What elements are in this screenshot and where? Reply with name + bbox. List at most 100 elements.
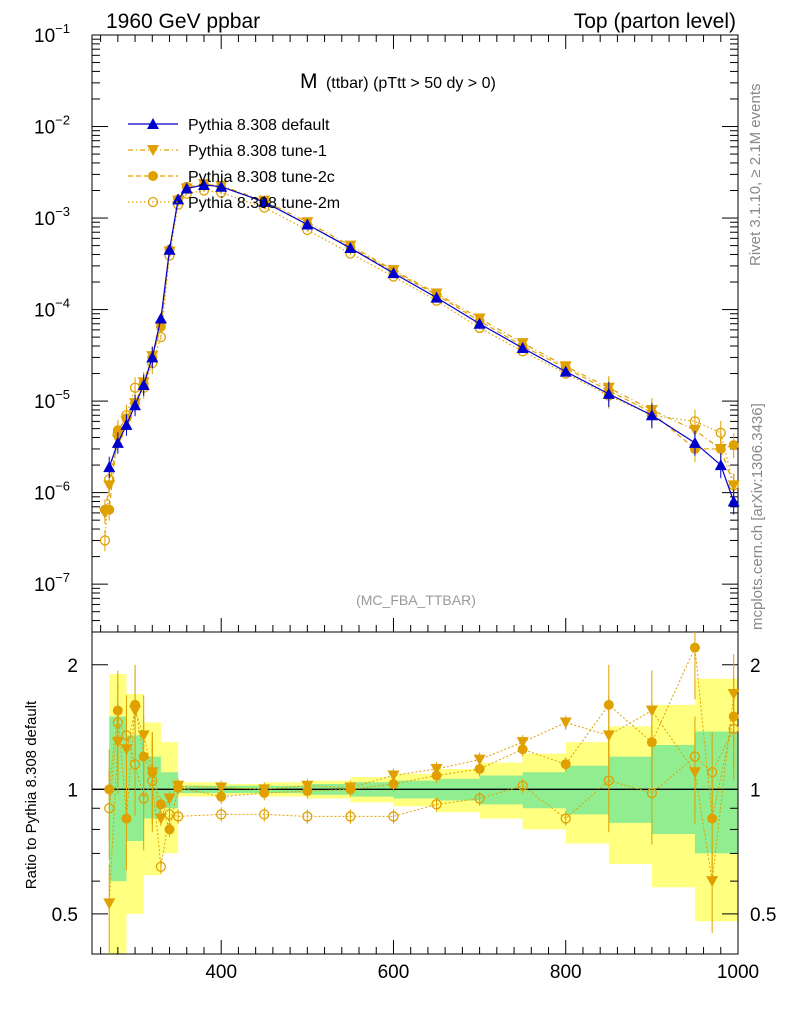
data-point <box>147 145 159 156</box>
data-point <box>387 770 400 782</box>
ratio-band-inner <box>109 716 738 882</box>
data-point <box>474 793 485 804</box>
y-tick-exponent: −4 <box>55 296 70 311</box>
data-point <box>388 779 399 790</box>
y-tick-label: 10−5 <box>34 387 70 413</box>
data-point <box>301 218 314 230</box>
legend-entry: Pythia 8.308 tune-2m <box>128 195 340 212</box>
data-point <box>138 793 149 804</box>
data-point <box>111 436 124 448</box>
legend-entry: Pythia 8.308 default <box>128 117 330 134</box>
y-tick-base: 10 <box>34 484 55 505</box>
x-tick-label: 600 <box>378 962 410 983</box>
x-tick-label: 400 <box>205 962 237 983</box>
data-point <box>104 504 115 515</box>
data-point <box>689 416 701 427</box>
ratio-series-layer <box>103 632 740 954</box>
x-tick-label: 1000 <box>717 962 759 983</box>
data-point <box>173 782 184 793</box>
data-point <box>104 803 115 814</box>
data-point <box>258 195 271 207</box>
y-tick-label: 10−2 <box>34 113 70 139</box>
ratio-line <box>108 693 735 904</box>
data-point <box>388 811 399 822</box>
series-pythia-8-308-default <box>103 178 740 515</box>
data-point <box>146 351 159 363</box>
ratio-y-tick-label-left: 2 <box>67 656 78 677</box>
data-point <box>560 813 571 824</box>
data-point <box>172 811 184 822</box>
source-label: mcplots.cern.ch [arXiv:1306.3436] <box>749 403 766 630</box>
data-point <box>431 799 442 810</box>
plot-title-sub: (ttbar) (pTtt > 50 dy > 0) <box>326 75 496 92</box>
y-tick-exponent: −7 <box>55 570 70 585</box>
data-point <box>120 418 133 430</box>
header-process: Top (parton level) <box>574 10 736 33</box>
data-point <box>431 770 442 781</box>
data-point <box>147 775 158 786</box>
ratio-y-tick-label-right: 0.5 <box>750 905 776 926</box>
data-point <box>345 784 356 795</box>
data-point <box>164 824 175 835</box>
data-point <box>154 312 167 324</box>
data-point <box>129 399 142 411</box>
y-tick-label: 10−7 <box>34 570 70 596</box>
data-point <box>154 813 167 825</box>
data-point <box>603 775 614 786</box>
series-line <box>104 183 735 514</box>
data-point <box>559 365 572 377</box>
data-point <box>302 811 313 822</box>
data-point <box>216 791 227 802</box>
data-point <box>103 461 116 473</box>
data-point <box>112 717 123 728</box>
data-point <box>706 876 719 888</box>
y-tick-label: 10−6 <box>34 479 70 505</box>
data-point <box>715 427 726 438</box>
plot-title: M (ttbar) (pTtt > 50 dy > 0) <box>300 70 496 93</box>
y-tick-base: 10 <box>34 575 55 596</box>
legend-label: Pythia 8.308 default <box>188 117 330 134</box>
y-tick-exponent: −6 <box>55 479 70 494</box>
y-tick-exponent: −5 <box>55 387 70 402</box>
data-point <box>147 118 159 129</box>
ratio-y-tick-label-left: 0.5 <box>52 905 78 926</box>
legend-label: Pythia 8.308 tune-2m <box>188 195 340 212</box>
series-pythia-8-308-tune-2m <box>99 185 739 552</box>
ratio-y-axis-label: Ratio to Pythia 8.308 default <box>23 700 40 889</box>
data-point <box>103 898 116 910</box>
ratio-series-tune-2m <box>104 682 739 875</box>
legend-label: Pythia 8.308 tune-1 <box>188 143 327 160</box>
data-point <box>430 291 443 303</box>
ratio-y-tick-label-left: 1 <box>67 780 78 801</box>
legend-entry: Pythia 8.308 tune-2c <box>128 169 335 186</box>
data-point <box>603 699 614 710</box>
data-point <box>121 730 132 741</box>
data-point <box>688 436 701 448</box>
data-point <box>163 793 176 805</box>
analysis-watermark: (MC_FBA_TTBAR) <box>356 592 476 608</box>
data-point <box>727 495 740 507</box>
y-tick-exponent: −1 <box>55 21 70 36</box>
data-point <box>147 196 159 208</box>
data-point <box>345 811 356 822</box>
data-point <box>728 723 739 735</box>
legend: Pythia 8.308 default Pythia 8.308 tune-1 P… <box>128 117 340 212</box>
upper-series-layer <box>98 178 740 552</box>
data-point <box>163 243 176 255</box>
y-tick-base: 10 <box>34 209 55 230</box>
data-point <box>473 754 486 766</box>
series-line <box>104 184 734 511</box>
y-tick-exponent: −2 <box>55 113 70 128</box>
data-point <box>689 642 700 653</box>
data-point <box>602 387 615 399</box>
rivet-version-label: Rivet 3.1.10, ≥ 2.1M events <box>747 84 764 267</box>
y-tick-base: 10 <box>34 118 55 139</box>
data-point <box>216 809 227 820</box>
y-tick-base: 10 <box>34 392 55 413</box>
data-point <box>474 763 485 774</box>
data-point <box>197 178 210 190</box>
data-point <box>646 787 658 799</box>
data-point <box>559 717 572 729</box>
data-point <box>473 317 486 329</box>
